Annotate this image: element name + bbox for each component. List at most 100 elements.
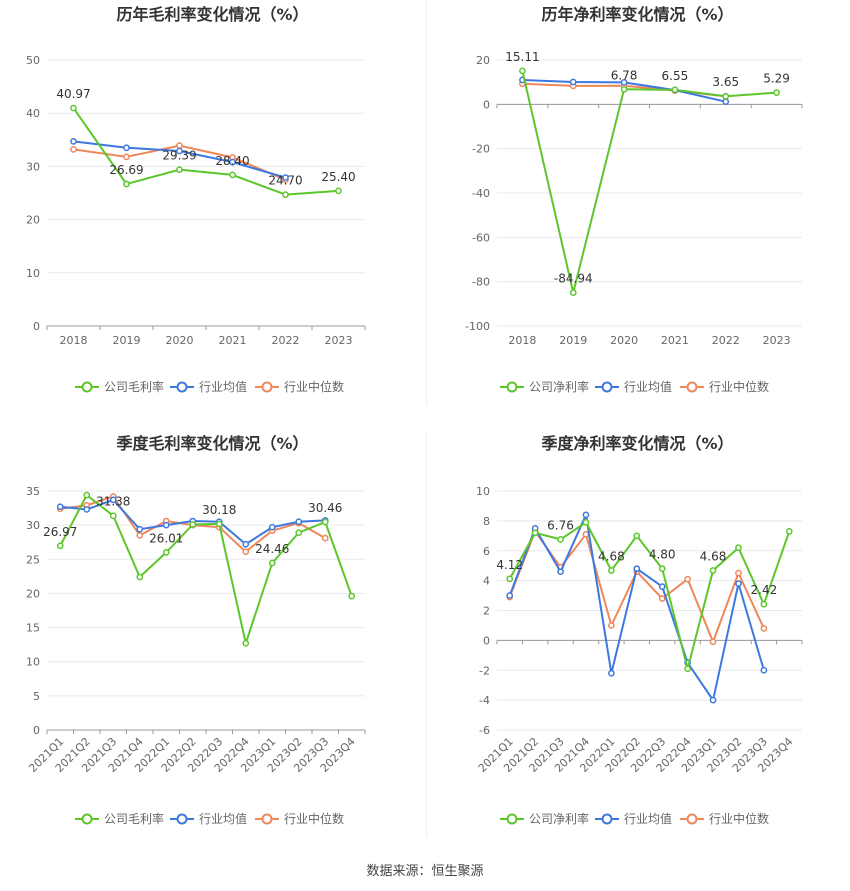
data-label: 28.40	[215, 154, 249, 168]
y-tick-label: 4	[483, 575, 490, 588]
y-tick-label: 6	[483, 545, 490, 558]
data-point-avg	[229, 158, 236, 166]
data-point-avg	[506, 592, 514, 599]
y-tick-label: -2	[479, 664, 490, 677]
x-tick-label: 2021	[219, 334, 247, 347]
data-point-company	[684, 665, 691, 673]
data-point-median	[658, 595, 666, 602]
legend-label: 行业中位数	[709, 379, 769, 394]
legend-item: 公司净利率	[500, 811, 589, 826]
series-line-company	[59, 493, 353, 648]
data-point-company	[519, 67, 526, 75]
data-label: -84.94	[554, 272, 593, 286]
data-point-company	[321, 518, 329, 526]
legend-label: 行业均值	[199, 379, 247, 394]
chart-svg: 历年毛利率变化情况（%） 0 10 20 30 40 50 2018 2019 2020 2021 2…	[26, 5, 366, 394]
legend-label: 公司净利率	[529, 379, 589, 394]
data-point-company	[773, 89, 780, 96]
data-point-median	[123, 153, 130, 161]
data-label: 26.69	[109, 163, 143, 177]
legend-label: 行业均值	[199, 811, 247, 826]
y-tick-label: 10	[476, 485, 490, 498]
x-tick-label: 2020	[610, 334, 638, 347]
y-tick-label: -60	[472, 231, 490, 244]
data-point-avg	[722, 98, 730, 106]
legend-swatch-marker	[261, 381, 273, 393]
data-point-company	[162, 549, 170, 556]
data-label: 31.38	[96, 495, 130, 509]
y-tick-label: 20	[26, 214, 40, 227]
chart-svg: 季度净利率变化情况（%）-6-4-202468102021Q12021Q2202…	[476, 434, 803, 826]
data-point-company	[229, 171, 236, 179]
data-point-median	[684, 575, 691, 583]
legend-label: 行业中位数	[709, 811, 769, 826]
legend-swatch-marker	[601, 813, 613, 825]
data-point-median	[176, 142, 183, 150]
legend-label: 公司净利率	[529, 811, 589, 826]
data-point-median	[242, 548, 250, 556]
data-label: 29.39	[162, 149, 196, 163]
data-label: 5.29	[763, 72, 790, 86]
data-label: 4.12	[496, 558, 523, 572]
data-point-company	[633, 532, 641, 540]
data-point-company	[268, 559, 276, 567]
data-point-company	[722, 92, 730, 100]
data-point-avg	[633, 565, 641, 573]
y-tick-label: 20	[476, 54, 490, 67]
quarterly-net-margin-chart: 季度净利率变化情况（%） -6 -4 -2 0 2 4 6 8 10 2021Q1 2021Q2 202…	[425, 430, 850, 850]
legend-item: 公司净利率	[500, 379, 589, 394]
data-label: 4.68	[700, 549, 727, 563]
y-tick-label: -6	[479, 724, 490, 737]
data-point-company	[569, 289, 577, 296]
x-tick-label: 2022	[712, 334, 740, 347]
data-point-company	[242, 639, 250, 647]
legend-swatch-marker	[176, 381, 188, 393]
y-tick-label: 10	[26, 656, 40, 669]
legend-item: 行业均值	[595, 379, 672, 394]
legend-label: 行业中位数	[284, 379, 344, 394]
data-point-avg	[620, 79, 628, 86]
data-point-company	[70, 104, 77, 112]
data-point-avg	[709, 696, 717, 704]
data-label: 40.97	[56, 87, 90, 101]
series-line-median	[508, 529, 765, 645]
data-point-company	[608, 567, 615, 574]
data-point-company	[348, 592, 356, 600]
data-point-company	[709, 567, 717, 574]
data-point-median	[136, 532, 144, 539]
legend-label: 行业均值	[624, 811, 672, 826]
data-point-avg	[83, 506, 91, 513]
data-point-company	[109, 512, 117, 520]
y-tick-label: -20	[472, 143, 490, 156]
chart-title: 季度净利率变化情况（%）	[540, 434, 733, 453]
data-point-company	[83, 491, 91, 499]
y-tick-label: 20	[26, 587, 40, 600]
y-tick-label: 50	[26, 54, 40, 67]
legend-swatch-marker	[261, 813, 273, 825]
data-point-avg	[56, 503, 64, 511]
data-label: 2.42	[751, 583, 778, 597]
legend-swatch-marker	[506, 381, 518, 393]
data-point-avg	[582, 511, 590, 519]
x-tick-label: 2018	[508, 334, 536, 347]
y-tick-label: -100	[465, 320, 490, 333]
x-tick-label: 2021	[661, 334, 689, 347]
legend-swatch-marker	[506, 813, 518, 825]
data-point-avg	[123, 144, 130, 152]
legend-item: 行业中位数	[680, 811, 769, 826]
data-point-company	[785, 527, 793, 535]
y-tick-label: 30	[26, 160, 40, 173]
data-point-avg	[162, 521, 170, 529]
data-point-avg	[295, 518, 303, 526]
y-tick-label: 2	[483, 605, 490, 618]
data-label: 3.65	[712, 75, 739, 89]
legend-item: 公司毛利率	[75, 379, 164, 394]
legend-swatch-marker	[686, 813, 698, 825]
data-point-company	[582, 519, 590, 526]
legend-item: 行业均值	[170, 379, 247, 394]
data-point-avg	[176, 147, 183, 155]
legend-swatch-marker	[81, 813, 93, 825]
data-point-avg	[608, 669, 615, 677]
y-tick-label: 8	[483, 515, 490, 528]
data-point-median	[760, 625, 768, 632]
